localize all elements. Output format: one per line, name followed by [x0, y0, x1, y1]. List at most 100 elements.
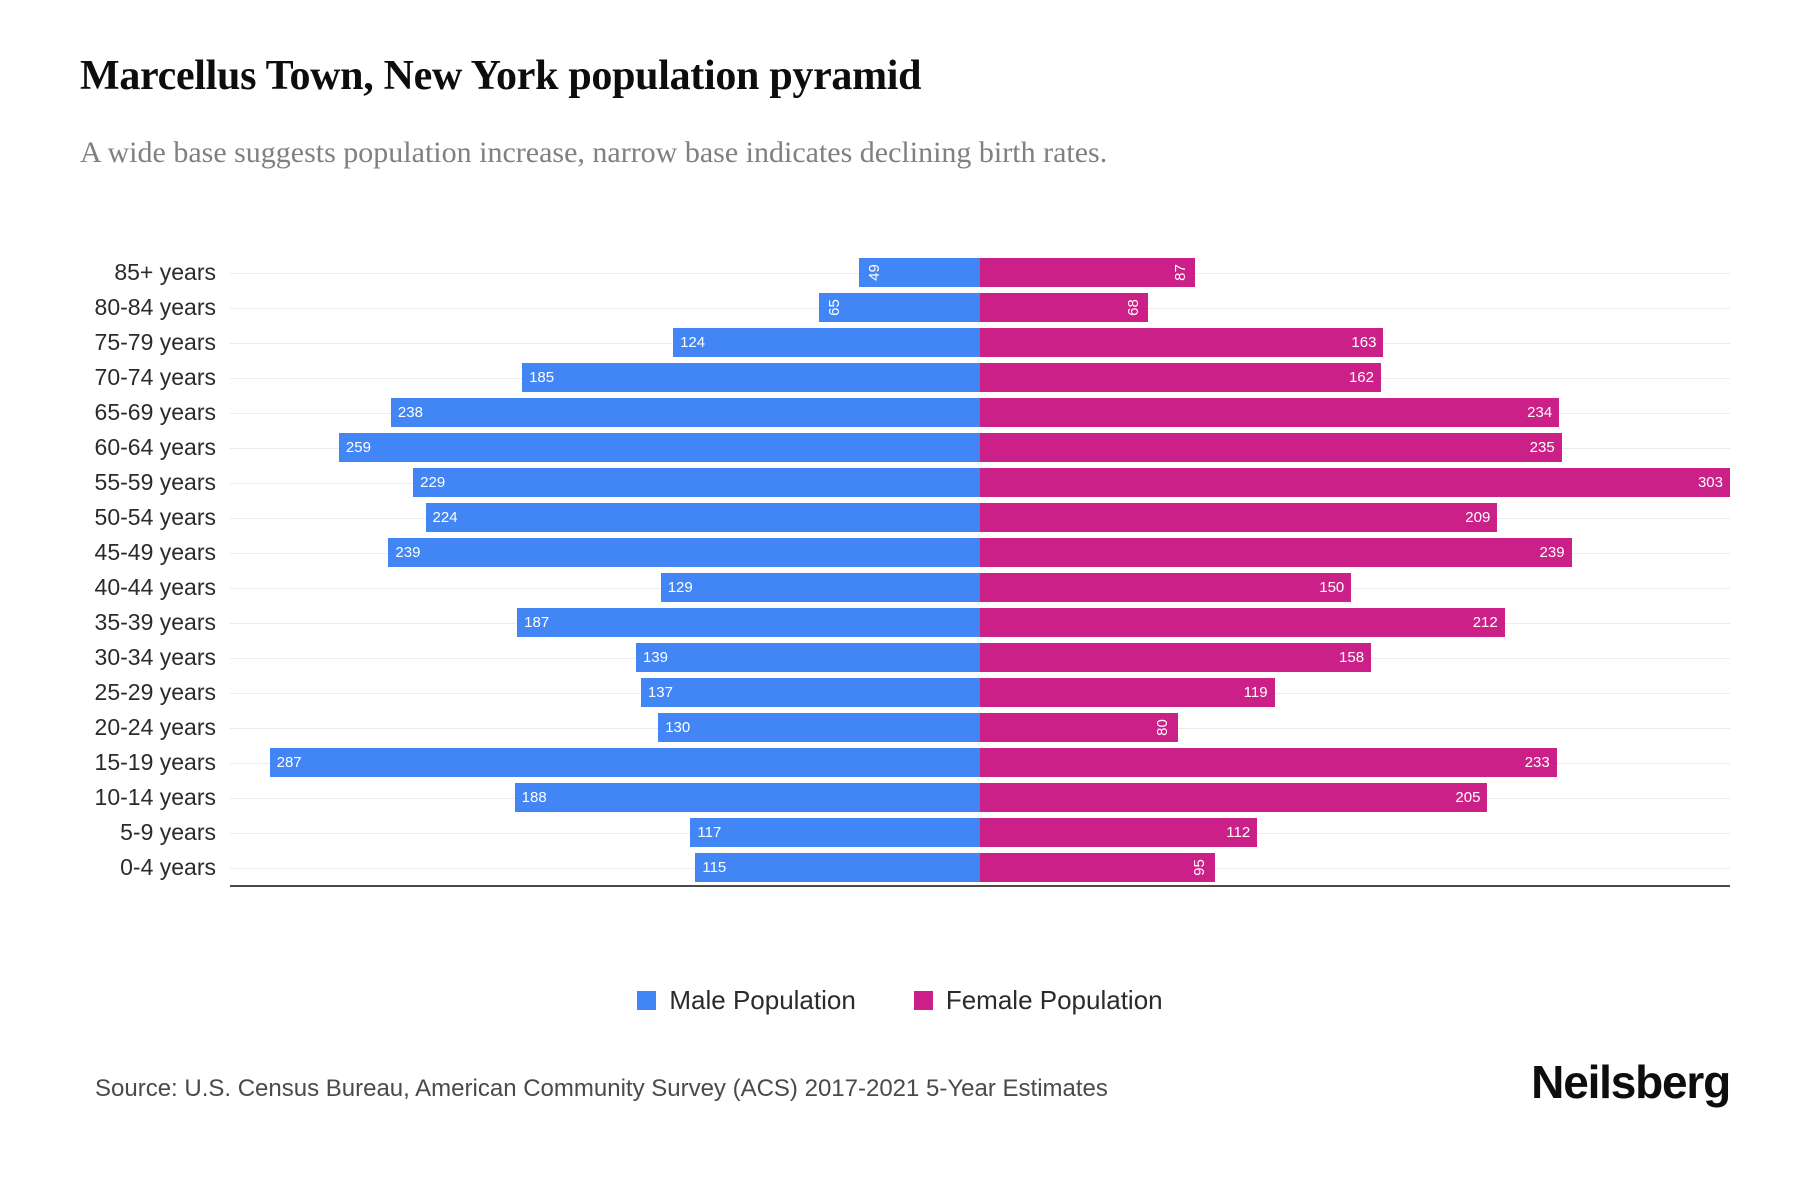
legend-label-female: Female Population	[945, 985, 1163, 1015]
legend-swatch-female-icon	[913, 991, 933, 1010]
bar-male[interactable]: 238	[390, 398, 980, 427]
bar-value-female: 212	[1472, 614, 1498, 631]
bar-male[interactable]: 224	[425, 503, 980, 532]
y-axis-label-1: 80-84 years	[94, 294, 216, 320]
y-axis-label-5: 60-64 years	[94, 434, 216, 460]
bar-value-female: 80	[1154, 719, 1172, 736]
bar-female[interactable]: 158	[980, 643, 1372, 672]
bar-female[interactable]: 234	[980, 398, 1560, 427]
source-note: Source: U.S. Census Bureau, American Com…	[95, 1075, 1108, 1102]
female-half: 163	[980, 325, 1730, 360]
bar-female[interactable]: 209	[980, 503, 1498, 532]
legend-label-male: Male Population	[669, 985, 856, 1015]
legend-item-female[interactable]: Female Population	[913, 985, 1163, 1016]
male-half: 239	[230, 535, 980, 570]
bar-male[interactable]: 259	[338, 433, 980, 462]
bar-male[interactable]: 65	[819, 293, 980, 322]
bar-halves: 229 303	[230, 465, 1730, 500]
bar-male[interactable]: 139	[635, 643, 980, 672]
bar-value-female: 87	[1171, 264, 1189, 281]
bar-value-female: 119	[1243, 684, 1268, 701]
bar-female[interactable]: 239	[980, 538, 1572, 567]
bar-female[interactable]: 205	[980, 783, 1488, 812]
bar-female[interactable]: 233	[980, 748, 1557, 777]
legend-item-male[interactable]: Male Population	[637, 985, 856, 1016]
bar-female[interactable]: 162	[980, 363, 1381, 392]
bar-male[interactable]: 239	[388, 538, 980, 567]
female-half: 234	[980, 395, 1730, 430]
bar-value-female: 112	[1226, 824, 1251, 841]
bar-male[interactable]: 287	[269, 748, 980, 777]
bar-male[interactable]: 49	[858, 258, 980, 287]
chart-row: 70-74 years 185 162	[80, 360, 1730, 395]
bar-female[interactable]: 68	[980, 293, 1149, 322]
chart-row: 55-59 years 229 303	[80, 465, 1730, 500]
bar-halves: 130 80	[230, 710, 1730, 745]
bar-value-male: 188	[521, 789, 547, 806]
male-half: 229	[230, 465, 980, 500]
bar-female[interactable]: 112	[980, 818, 1258, 847]
bar-female[interactable]: 87	[980, 258, 1196, 287]
female-half: 80	[980, 710, 1730, 745]
bar-value-female: 239	[1539, 544, 1565, 561]
bar-male[interactable]: 115	[695, 853, 980, 882]
male-half: 130	[230, 710, 980, 745]
bar-male[interactable]: 124	[673, 328, 980, 357]
bar-track: 287 233	[230, 745, 1730, 780]
bar-female[interactable]: 235	[980, 433, 1562, 462]
y-axis-label-7: 50-54 years	[94, 504, 216, 530]
bar-track: 117 112	[230, 815, 1730, 850]
bar-male[interactable]: 117	[690, 818, 980, 847]
bar-value-male: 287	[276, 754, 302, 771]
chart-row: 20-24 years 130 80	[80, 710, 1730, 745]
bar-track: 65 68	[230, 290, 1730, 325]
bar-value-female: 234	[1527, 404, 1553, 421]
chart-rows: 85+ years 49 87 80-84 years 65 68 75-79 years 1…	[80, 255, 1730, 885]
female-half: 158	[980, 640, 1730, 675]
bar-value-male: 185	[529, 369, 555, 386]
male-half: 65	[230, 290, 980, 325]
chart-row: 10-14 years 188 205	[80, 780, 1730, 815]
chart-legend: Male Population Female Population	[0, 985, 1800, 1016]
page-title: Marcellus Town, New York population pyra…	[80, 53, 922, 99]
bar-male[interactable]: 130	[658, 713, 980, 742]
y-axis-label-16: 5-9 years	[120, 819, 216, 845]
bar-female[interactable]: 119	[980, 678, 1275, 707]
bar-female[interactable]: 150	[980, 573, 1352, 602]
bar-male[interactable]: 185	[522, 363, 980, 392]
bar-male[interactable]: 129	[660, 573, 980, 602]
y-axis-label-14: 15-19 years	[94, 749, 216, 775]
bar-track: 124 163	[230, 325, 1730, 360]
bar-male[interactable]: 137	[640, 678, 980, 707]
bar-value-female: 209	[1465, 509, 1491, 526]
bar-male[interactable]: 187	[517, 608, 980, 637]
bar-halves: 185 162	[230, 360, 1730, 395]
chart-row: 30-34 years 139 158	[80, 640, 1730, 675]
bar-female[interactable]: 80	[980, 713, 1179, 742]
female-half: 233	[980, 745, 1730, 780]
bar-female[interactable]: 212	[980, 608, 1505, 637]
chart-row: 85+ years 49 87	[80, 255, 1730, 290]
bar-value-female: 95	[1191, 859, 1209, 876]
male-half: 115	[230, 850, 980, 885]
male-half: 238	[230, 395, 980, 430]
chart-row: 50-54 years 224 209	[80, 500, 1730, 535]
bar-female[interactable]: 303	[980, 468, 1730, 497]
chart-row: 65-69 years 238 234	[80, 395, 1730, 430]
bar-value-female: 150	[1319, 579, 1345, 596]
chart-row: 0-4 years 115 95	[80, 850, 1730, 885]
bar-male[interactable]: 188	[514, 783, 980, 812]
y-axis-label-2: 75-79 years	[94, 329, 216, 355]
y-axis-label-12: 25-29 years	[94, 679, 216, 705]
male-half: 117	[230, 815, 980, 850]
bar-value-male: 224	[432, 509, 458, 526]
bar-value-male: 137	[647, 684, 673, 701]
bar-male[interactable]: 229	[413, 468, 980, 497]
bar-track: 187 212	[230, 605, 1730, 640]
bar-female[interactable]: 163	[980, 328, 1384, 357]
bar-female[interactable]: 95	[980, 853, 1216, 882]
bar-halves: 137 119	[230, 675, 1730, 710]
male-half: 224	[230, 500, 980, 535]
bar-value-male: 117	[697, 824, 722, 841]
bar-value-male: 130	[665, 719, 691, 736]
